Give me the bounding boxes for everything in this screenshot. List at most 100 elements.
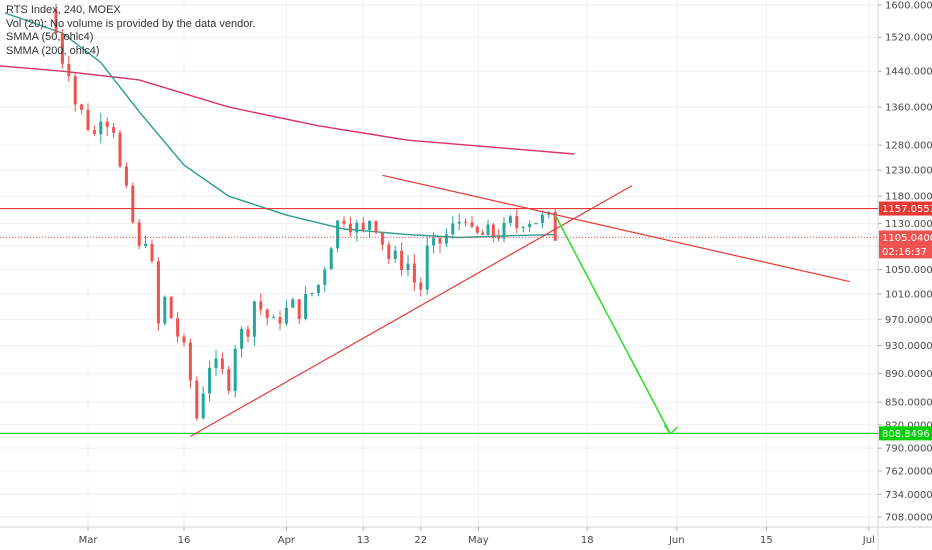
candle-body [400,250,404,270]
candle-body [80,104,84,110]
candle-body [412,263,416,283]
time-tick-label: 13 [357,535,370,546]
projection-arrowhead-right [669,426,678,435]
candle-body [444,234,448,244]
time-tick-label: Jul [862,535,875,546]
candle-body [67,63,71,77]
candle-body [515,216,519,229]
candle-body [419,282,423,290]
candle-body [336,220,340,249]
candle-body [54,8,58,34]
price-tick-label: 890.0000 [885,369,932,380]
candle-body [425,245,429,290]
candle-body [131,185,135,223]
price-tick-label: 970.0000 [885,315,932,326]
candle-body [368,220,372,230]
candle-body [438,238,442,244]
projection-arrow[interactable] [554,214,672,435]
candle-body [486,224,490,235]
legend-smma-200: SMMA (200, ohlc4) [6,44,100,57]
projection-arrowhead-left [663,424,672,435]
legend-title: RTS Index, 240, MOEX [6,4,121,16]
countdown-badge-bg [879,244,932,259]
candle-body [297,299,301,319]
candle-body [188,342,192,381]
candle-body [355,222,359,233]
price-tick-label: 734.0000 [885,490,932,501]
candle-body [195,380,199,419]
candle-body [92,130,96,135]
time-tick-label: May [468,535,489,546]
price-tick-label: 762.0000 [885,466,932,477]
smma-200-line [0,65,575,155]
price-tick-label: 1180.0000 [885,192,932,203]
candle-body [508,216,512,223]
candle-body [374,220,378,233]
candle-body [470,222,474,227]
candle-body [323,269,327,285]
candle-body [502,222,506,239]
candle-body [150,243,154,262]
candle-body [60,33,64,64]
price-tick-label: 1440.0000 [885,67,932,78]
candle-body [137,222,141,246]
candle-body [220,358,224,370]
candle-body [86,109,90,131]
candle-body [291,299,295,308]
candle-body [105,121,109,128]
candle-body [528,224,532,228]
candle-body [278,317,282,324]
candle-body [451,223,455,235]
time-tick-label: Mar [79,535,99,546]
descending-trendline[interactable] [382,174,850,283]
candle-body [521,227,525,229]
candle-body [73,76,77,105]
candle-body [99,121,103,135]
candle-body [112,127,116,133]
candle-body [227,369,231,391]
support-price-badge-bg [879,426,932,441]
smma-50-line [4,12,556,239]
legend-volume: Vol (20): No volume is provided by the d… [6,17,256,30]
price-tick-label: 1520.0000 [885,33,932,44]
ascending-trendline[interactable] [190,185,633,437]
legend-smma-50: SMMA (50, ohlc4) [6,31,94,43]
candle-body [310,292,314,294]
candle-body [214,358,218,368]
current-price-badge-bg [879,230,932,245]
price-tick-label: 1360.0000 [885,103,932,114]
candle-body [348,223,352,233]
candle-body [265,309,269,318]
candle-body [380,232,384,245]
candle-body [406,263,410,270]
price-tick-label: 930.0000 [885,341,932,352]
candle-body [393,250,397,259]
candle-body [240,328,244,349]
candle-body [259,301,263,310]
candle-body [284,307,288,324]
price-tick-label: 820.0000 [885,420,932,431]
price-tick-label: 1600.0000 [885,1,932,12]
price-tick-label: 1050.0000 [885,265,932,276]
candle-body [342,220,346,224]
candle-body [481,232,485,235]
candle-body [182,336,186,343]
price-tick-label: 850.0000 [885,398,932,409]
candle-body [475,226,479,233]
candle-body [252,301,256,337]
candle-body [540,214,544,223]
current-price-badge: 1105.0400 [882,233,932,244]
resistance-price-badge: 1157.0553 [882,204,932,215]
candle-body [233,348,237,391]
candle-body [361,222,365,230]
candle-body [464,221,468,223]
time-tick-label: 22 [414,535,427,546]
time-tick-label: Apr [278,535,296,546]
time-tick-label: 18 [581,535,594,546]
candle-body [329,248,333,270]
price-tick-label: 1010.0000 [885,289,932,300]
candle-body [534,222,538,225]
candle-body [156,261,160,324]
